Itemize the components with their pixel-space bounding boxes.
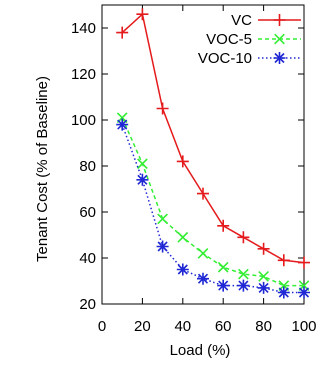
legend-label: VOC-10 [198,50,252,67]
y-tick-label: 80 [79,158,96,175]
legend-label: VOC-5 [206,31,252,48]
plus-marker [136,8,149,21]
x-tick-label: 20 [134,318,151,335]
x-marker [217,261,229,273]
series-vc [116,8,310,269]
series-voc-5 [116,112,310,291]
plus-marker [277,254,290,267]
y-tick-label: 60 [79,204,96,221]
x-tick-label: 80 [255,318,272,335]
y-tick-label: 100 [71,112,96,129]
x-marker [238,268,249,280]
x-marker [137,158,148,170]
plus-marker [257,242,270,255]
plot-frame [101,4,305,305]
x-marker [274,33,285,45]
star-marker [156,240,169,253]
y-tick-label: 140 [71,20,96,37]
plus-marker [217,219,230,232]
plus-marker [197,187,209,200]
x-axis-title: Load (%) [170,342,231,359]
star-marker [136,173,149,186]
plus-marker [298,256,310,269]
star-marker [237,279,250,292]
star-marker [197,272,209,285]
star-marker [257,281,270,294]
plus-marker [237,231,250,244]
star-marker [273,52,286,64]
star-marker [176,263,189,276]
plus-marker [273,14,286,26]
legend-label: VC [231,12,252,29]
star-marker [116,118,129,131]
x-tick-label: 0 [98,318,106,335]
x-marker [197,248,209,259]
series-line [121,117,304,287]
star-marker [217,279,230,292]
y-tick-label: 40 [79,250,96,267]
y-tick-label: 20 [79,296,96,313]
x-marker [157,213,168,225]
series-line [121,12,305,264]
y-axis-title: Tenant Cost (% of Baseline) [34,76,51,262]
x-tick-label: 60 [215,318,232,335]
series-voc-10 [116,118,310,299]
x-marker [258,271,269,282]
plus-marker [156,102,169,115]
x-marker [177,231,189,243]
x-tick-label: 40 [174,318,191,335]
x-tick-label: 100 [291,318,316,335]
plus-marker [176,155,189,168]
plot-area [101,4,305,305]
star-marker [298,286,310,299]
y-tick-label: 120 [71,66,96,83]
legend: VC VOC-5 VOC-10 [198,12,301,67]
series-group [116,8,310,299]
star-marker [277,286,290,299]
plus-marker [116,26,129,39]
